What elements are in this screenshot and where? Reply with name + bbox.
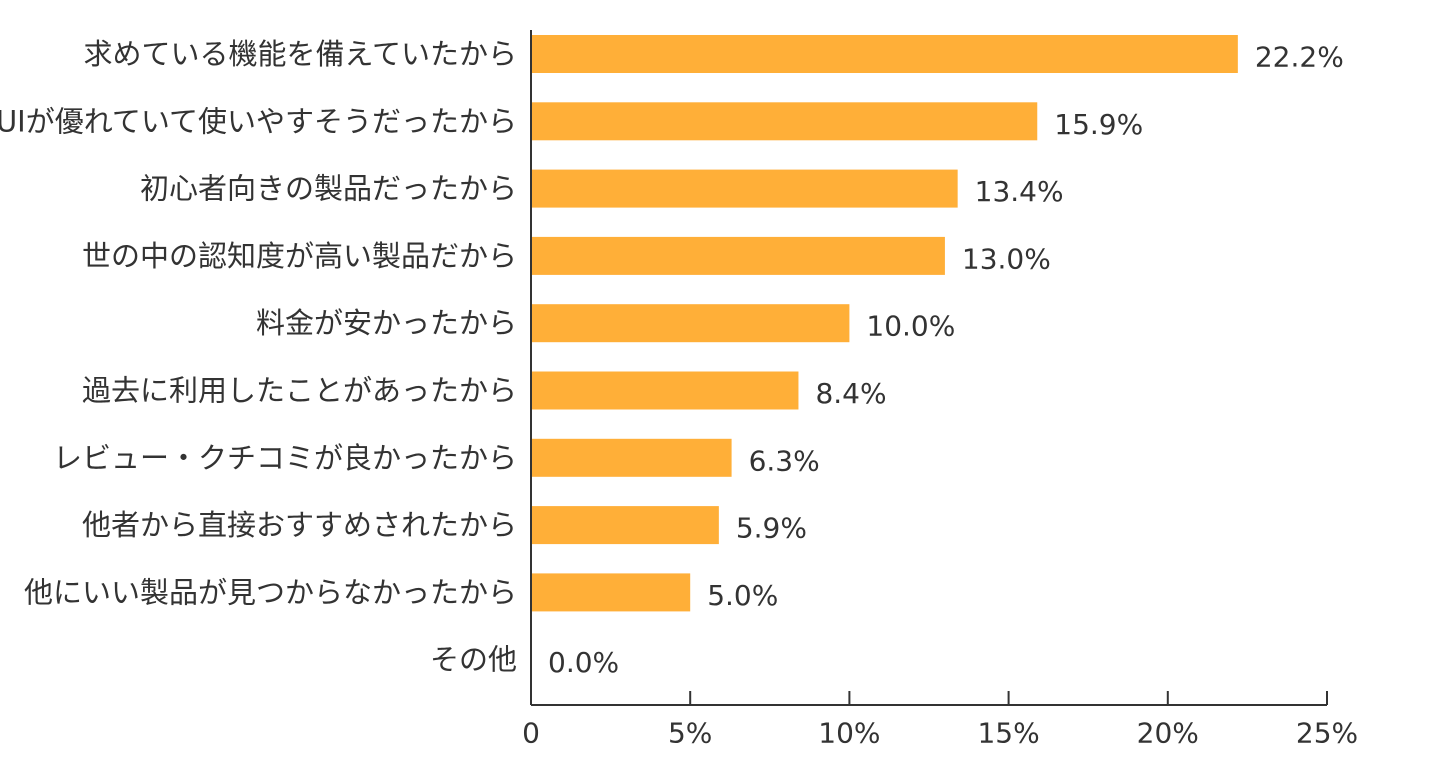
bar-5 — [531, 304, 850, 343]
bar-7 — [531, 438, 732, 477]
x-tick-label-20: 20% — [1137, 717, 1199, 750]
value-label-10: 0.0% — [548, 646, 619, 679]
bar-2 — [531, 102, 1038, 141]
x-ticks-layer: 0 5% 10% 15% 20% 25% — [522, 691, 1358, 750]
x-tick-label-25: 25% — [1296, 717, 1358, 750]
value-label-6: 8.4% — [815, 377, 886, 410]
x-tick-label-10: 10% — [818, 717, 880, 750]
value-label-2: 15.9% — [1054, 108, 1143, 141]
category-label-9: 他にいい製品が見つからなかったから — [24, 575, 517, 609]
category-label-3: 初心者向きの製品だったから — [140, 172, 517, 206]
category-label-2: UIが優れていて使いやすそうだったから — [0, 104, 517, 138]
category-label-5: 料金が安かったから — [256, 306, 517, 340]
value-label-5: 10.0% — [866, 310, 955, 343]
category-label-4: 世の中の認知度が高い製品だから — [82, 239, 517, 273]
category-label-7: レビュー・クチコミが良かったから — [53, 441, 517, 475]
value-label-1: 22.2% — [1255, 41, 1344, 74]
x-tick-label-15: 15% — [977, 717, 1039, 750]
bar-8 — [531, 506, 719, 545]
bar-3 — [531, 169, 958, 208]
x-tick-label-5: 5% — [668, 717, 712, 750]
bar-1 — [531, 35, 1238, 73]
x-tick-label-0: 0 — [522, 717, 540, 750]
bar-9 — [531, 573, 691, 612]
bars-layer — [531, 35, 1238, 612]
value-label-3: 13.4% — [975, 175, 1064, 208]
category-label-8: 他者から直接おすすめされたから — [82, 508, 517, 542]
value-label-4: 13.0% — [962, 242, 1051, 275]
value-label-7: 6.3% — [749, 444, 820, 477]
value-label-9: 5.0% — [707, 579, 778, 612]
bar-6 — [531, 371, 799, 410]
labels-layer: 求めている機能を備えていたから 22.2% UIが優れていて使いやすそうだったから 1… — [0, 37, 1344, 679]
category-label-10: その他 — [430, 643, 517, 677]
bar-4 — [531, 236, 945, 275]
value-label-8: 5.9% — [736, 512, 807, 545]
category-label-6: 過去に利用したことがあったから — [82, 374, 517, 408]
category-label-1: 求めている機能を備えていたから — [83, 37, 517, 71]
